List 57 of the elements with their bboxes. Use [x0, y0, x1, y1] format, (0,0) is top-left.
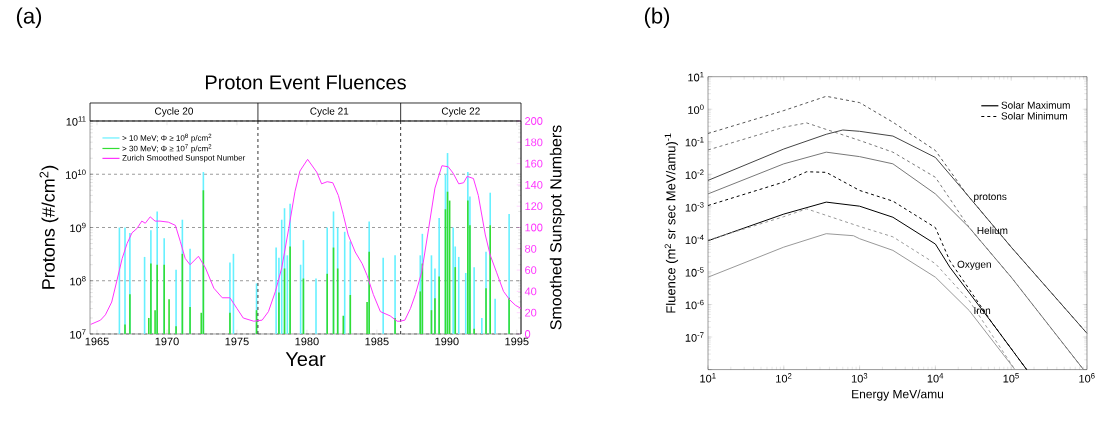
y2-tick-label: 140 [525, 181, 543, 189]
y2-tick-label: 60 [525, 266, 537, 274]
x-tick-label: 1965 [85, 337, 109, 346]
text: Cycle 21 [310, 107, 349, 117]
x-tick-label: 1995 [505, 337, 529, 346]
x-tick-label: 10$^{4}$ [927, 373, 944, 383]
text: (a) [16, 7, 42, 29]
legend-label: > 10 MeV; Φ ≥ 10$^{8}$ p/cm$^{2}$ [122, 133, 212, 143]
x-tick-label: 1975 [225, 337, 249, 346]
y-tick-label: 10$^{-7}$ [685, 332, 704, 342]
y-tick-label: 10$^{-2}$ [685, 169, 704, 180]
x-axis-title: Year [285, 352, 326, 367]
x-axis-title: Energy MeV/amu [852, 389, 944, 401]
y-tick-label: 10$^{11}$ [66, 116, 86, 126]
y-tick-label: 10$^{1}$ [688, 72, 704, 82]
x-tick-label: 10$^{3}$ [851, 373, 868, 383]
x-tick-label: 10$^{2}$ [776, 373, 792, 383]
y-tick-label: 10$^{-6}$ [685, 299, 704, 310]
y-tick-label: 10$^{-4}$ [685, 234, 704, 245]
y-tick-label: 10$^{10}$ [66, 169, 86, 179]
y2-tick-label: 160 [525, 159, 543, 168]
x-tick-label: 1990 [435, 337, 459, 346]
x-tick-label: 1985 [365, 337, 389, 346]
y2-tick-label: 40 [524, 287, 537, 296]
chart-title: Proton Event Fluences [205, 74, 406, 90]
y2-tick-label: 100 [525, 223, 543, 232]
y2-tick-label: 0 [524, 330, 531, 338]
text: Cycle 22 [441, 107, 480, 117]
annotation: Helium [977, 226, 1008, 235]
y2-tick-label: 20 [525, 308, 537, 317]
text: (b) [644, 7, 670, 29]
y2-tick-label: 80 [525, 244, 537, 253]
x-tick-label: 1980 [295, 337, 319, 346]
y-axis-title: Protons (#/cm$^{2}$) [39, 165, 59, 289]
y-tick-label: 10$^{-1}$ [685, 137, 704, 147]
legend-label: Zurich Smoothed Sunspot Number [122, 154, 246, 163]
annotation: protons [974, 193, 1007, 203]
y2-axis-title: Smoothed Sunspot Numbers [549, 125, 565, 330]
legend-label: Solar Maximum [1001, 101, 1070, 109]
x-tick-label: 10$^{1}$ [700, 373, 716, 383]
y2-tick-label: 120 [525, 202, 543, 211]
text: Cycle 20 [155, 107, 194, 117]
annotation: Oxygen [957, 260, 991, 270]
y-axis-title: Fluence (m$^{2}$ sr sec MeV/amu)$^{-1}$ [664, 133, 679, 313]
y-tick-label: 10$^{-5}$ [685, 267, 704, 277]
legend-label: Solar Minimum [1001, 112, 1067, 120]
x-tick-label: 10$^{5}$ [1003, 373, 1019, 383]
y-tick-label: 10$^{8}$ [70, 276, 86, 286]
y2-tick-label: 180 [525, 138, 543, 147]
y-tick-label: 10$^{7}$ [70, 329, 86, 339]
y-tick-label: 10$^{-3}$ [685, 202, 704, 212]
legend-label: > 30 MeV; Φ ≥ 10$^{7}$ p/cm$^{2}$ [122, 144, 212, 153]
y-tick-label: 10$^{9}$ [70, 222, 86, 233]
y2-tick-label: 200 [525, 117, 543, 125]
y-tick-label: 10$^{0}$ [688, 104, 704, 114]
x-tick-label: 10$^{6}$ [1079, 373, 1095, 383]
x-tick-label: 1970 [155, 337, 179, 346]
